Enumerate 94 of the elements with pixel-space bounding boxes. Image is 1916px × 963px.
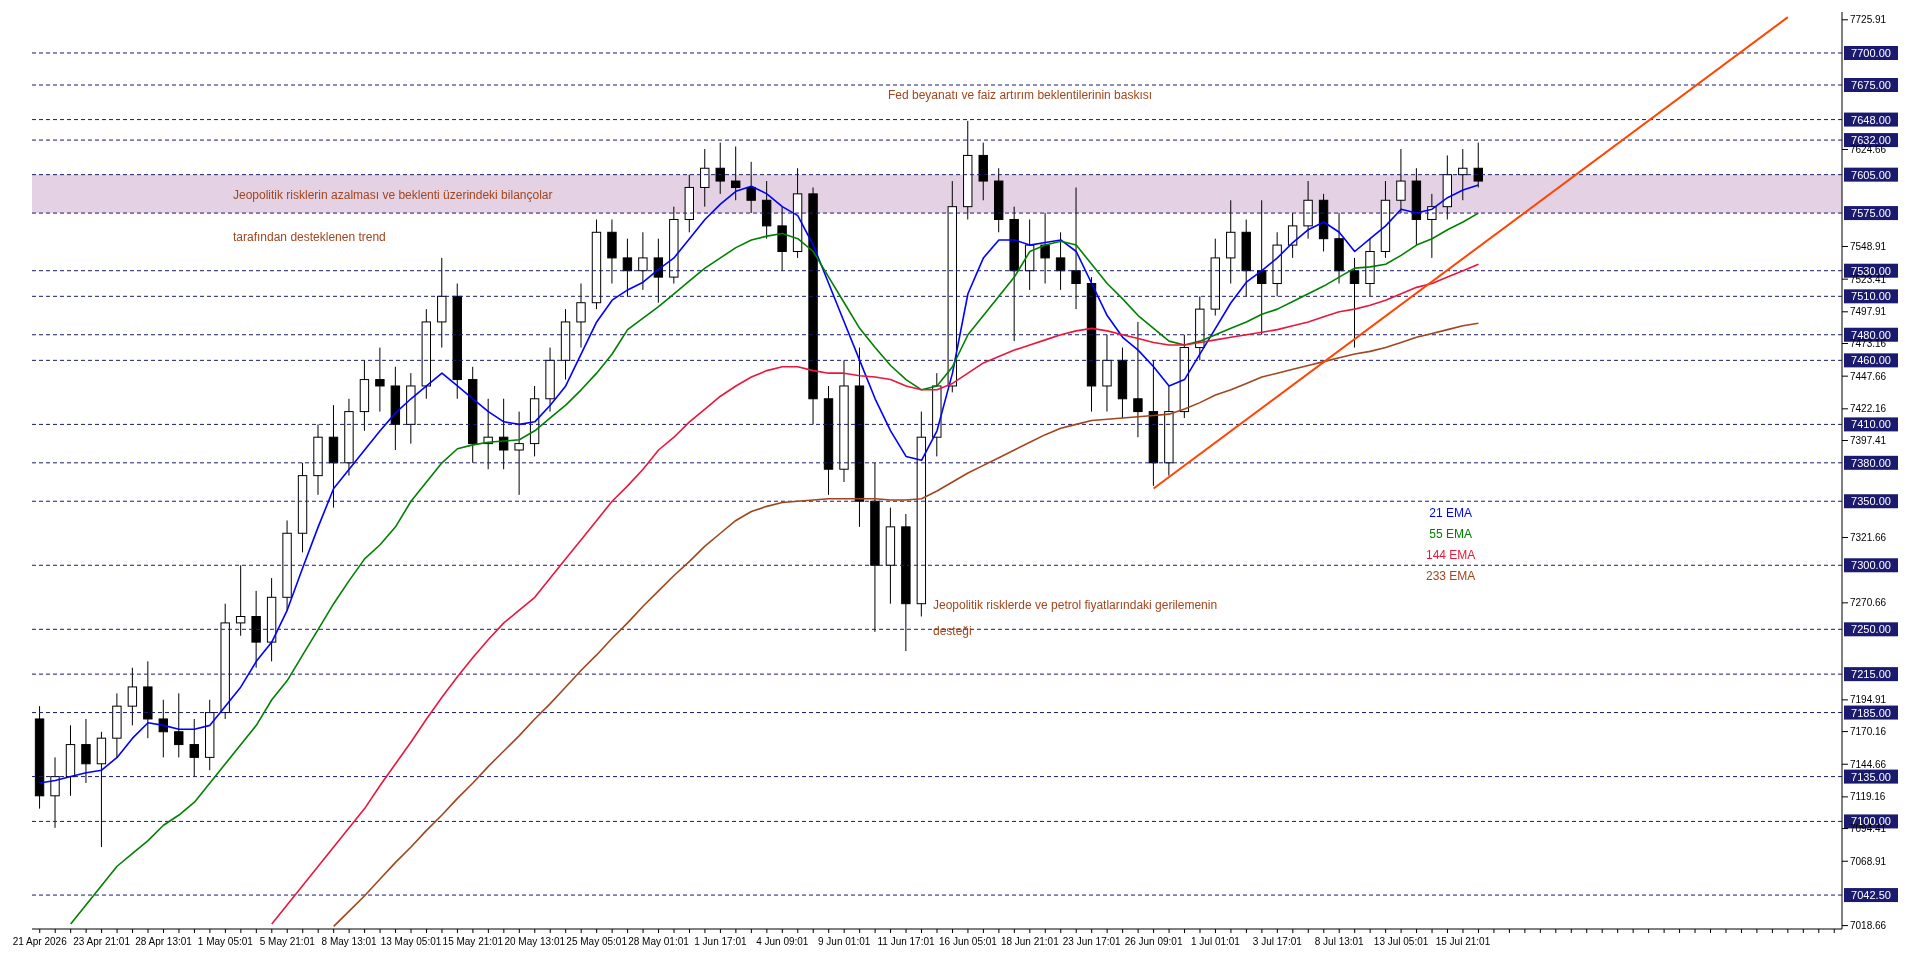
x-tick-label: 5 May 21:01 <box>259 936 316 947</box>
candlestick <box>1396 148 1406 214</box>
candlestick <box>127 667 138 726</box>
ref-line-label: 7510.00 <box>1851 290 1891 303</box>
candlestick <box>514 411 524 496</box>
ref-line-label: 7632.00 <box>1851 134 1891 147</box>
x-tick-label: 4 Jun 09:01 <box>756 936 809 947</box>
candlestick <box>715 142 725 195</box>
y-tick-label: 7321.66 <box>1850 532 1887 544</box>
ref-line-label: 7605.00 <box>1851 168 1891 181</box>
annotation: Jeopolitik risklerin azalması ve beklenti üzerindeki bilançolar <box>233 188 553 202</box>
ref-line-label: 7675.00 <box>1851 79 1891 91</box>
y-tick-label: 7119.16 <box>1850 791 1886 803</box>
text: 144 EMA <box>1426 547 1476 564</box>
annotation: Jeopolitik risklerde ve petrol fiyatlarındaki gerilemenin <box>933 598 1218 612</box>
x-tick-label: 9 Jun 01:01 <box>818 936 871 947</box>
x-tick-label: 13 May 05:01 <box>380 936 442 947</box>
annotation: tarafından desteklenen trend <box>233 230 386 244</box>
candlestick <box>375 347 385 413</box>
candlestick <box>1349 257 1360 349</box>
ref-line-label: 7575.00 <box>1851 207 1891 220</box>
x-tick-label: 26 Jun 09:01 <box>1124 936 1183 947</box>
ref-line-label: 7480.00 <box>1851 328 1891 341</box>
y-tick-label: 7497.91 <box>1850 306 1887 318</box>
x-tick-label: 1 Jul 01:01 <box>1190 936 1241 947</box>
candlestick <box>1040 212 1050 285</box>
y-tick-label: 7725.91 <box>1850 14 1887 26</box>
x-tick-label: 28 May 01:01 <box>628 936 690 947</box>
y-tick-label: 7624.66 <box>1850 144 1887 156</box>
x-tick-label: 1 May 05:01 <box>197 936 254 947</box>
candlestick <box>1458 148 1468 201</box>
candlestick <box>1473 142 1483 188</box>
candlestick <box>700 148 710 208</box>
candlestick <box>189 718 199 778</box>
x-tick-label: 21 Apr 2026 <box>12 936 68 947</box>
y-tick-label: 7194.91 <box>1850 694 1887 706</box>
candlestick <box>1287 212 1298 259</box>
ref-line-label: 7700.00 <box>1851 46 1891 59</box>
x-tick-label: 15 May 21:01 <box>442 936 504 947</box>
x-tick-label: 23 Jun 17:01 <box>1062 936 1122 947</box>
x-tick-label: 11 Jun 17:01 <box>877 936 936 947</box>
ref-line-label: 7185.00 <box>1851 706 1891 719</box>
y-tick-label: 7068.91 <box>1850 855 1887 867</box>
candlestick <box>746 161 756 214</box>
y-tick-label: 7018.66 <box>1850 920 1887 932</box>
ref-line-label: 7460.00 <box>1851 354 1891 367</box>
candlestick <box>622 238 633 297</box>
ref-line-label: 7250.00 <box>1851 623 1891 636</box>
candlestick <box>50 756 60 829</box>
annotation: Fed beyanatı ve faiz artırım beklentilerinin baskısı <box>888 88 1153 102</box>
candlestick <box>81 718 91 784</box>
x-tick-label: 8 May 13:01 <box>321 936 378 947</box>
x-tick-label: 8 Jul 13:01 <box>1314 936 1365 947</box>
candlestick <box>638 231 648 291</box>
candlestick <box>174 692 184 758</box>
candlestick <box>235 564 246 637</box>
ref-line-label: 7410.00 <box>1851 418 1891 431</box>
x-tick-label: 28 Apr 13:01 <box>135 936 193 947</box>
ref-line-label: 7042.50 <box>1851 889 1891 902</box>
x-tick-label: 13 Jul 05:01 <box>1373 936 1429 947</box>
x-tick-label: 15 Jul 21:01 <box>1435 936 1491 947</box>
candlestick <box>576 283 586 349</box>
y-tick-label: 7144.66 <box>1850 758 1887 770</box>
candlestick <box>158 699 169 758</box>
x-tick-label: 23 Apr 21:01 <box>73 936 131 947</box>
candlestick <box>1133 321 1143 438</box>
y-tick-label: 7170.16 <box>1850 726 1887 738</box>
candlestick <box>1256 199 1267 336</box>
x-tick-label: 18 Jun 21:01 <box>1000 936 1060 947</box>
y-tick-label: 7397.41 <box>1850 435 1887 447</box>
ref-line-label: 7135.00 <box>1851 770 1891 783</box>
ref-line-label: 7350.00 <box>1851 495 1891 508</box>
x-tick-label: 16 Jun 05:01 <box>939 936 998 947</box>
line-series <box>69 212 1480 925</box>
ref-line-label: 7215.00 <box>1851 668 1891 681</box>
ref-line-label: 7300.00 <box>1851 559 1891 572</box>
x-tick-label: 20 May 13:01 <box>504 936 566 947</box>
x-tick-label: 1 Jun 17:01 <box>694 936 747 947</box>
y-tick-label: 7447.66 <box>1850 370 1887 382</box>
y-tick-label: 7270.66 <box>1850 597 1887 609</box>
y-tick-label: 7422.16 <box>1850 403 1887 415</box>
annotation: desteği <box>933 624 972 638</box>
y-tick-label: 7548.91 <box>1850 241 1887 253</box>
x-tick-label: 3 Jul 17:01 <box>1252 936 1303 947</box>
ref-line-label: 7380.00 <box>1851 456 1891 469</box>
text: 233 EMA <box>1426 568 1476 585</box>
text: 21 EMA <box>1428 505 1473 522</box>
text: 55 EMA <box>1428 526 1473 543</box>
x-tick-label: 25 May 05:01 <box>566 936 628 947</box>
candlestick <box>731 145 741 201</box>
candlestick <box>1071 186 1081 310</box>
candlestick <box>1055 231 1066 291</box>
ref-line-label: 7530.00 <box>1851 264 1891 277</box>
ref-line-label: 7648.00 <box>1851 113 1891 126</box>
